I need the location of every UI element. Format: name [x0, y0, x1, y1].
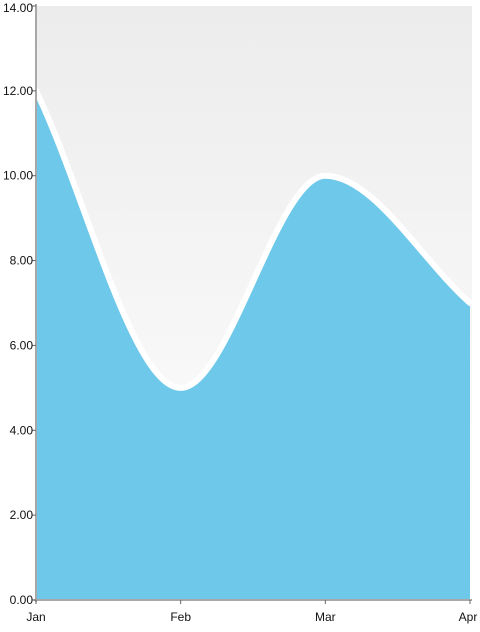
axis-layer: [34, 4, 472, 602]
y-axis-ticks: 0.00 2.00 4.00 6.00 8.00 10.00 12.00 14.00: [3, 1, 36, 607]
x-tick-label-feb: Feb: [170, 610, 191, 624]
area-layer: [33, 87, 473, 600]
y-tick-label: 4.00: [10, 423, 34, 437]
y-tick-label: 14.00: [3, 1, 33, 15]
y-tick-label: 12.00: [3, 84, 33, 98]
y-tick-label: 0.00: [10, 593, 34, 607]
y-tick-label: 6.00: [10, 338, 34, 352]
x-tick-label-mar: Mar: [315, 610, 336, 624]
x-tick-label-apr: Apr: [459, 610, 478, 624]
x-axis-ticks: Jan Feb Mar Apr: [26, 600, 477, 624]
series-line: [33, 87, 473, 391]
x-tick-label-jan: Jan: [26, 610, 45, 624]
y-tick-label: 2.00: [10, 508, 34, 522]
y-tick-label: 10.00: [3, 169, 33, 183]
y-tick-label: 8.00: [10, 254, 34, 268]
series-area: [36, 90, 470, 600]
